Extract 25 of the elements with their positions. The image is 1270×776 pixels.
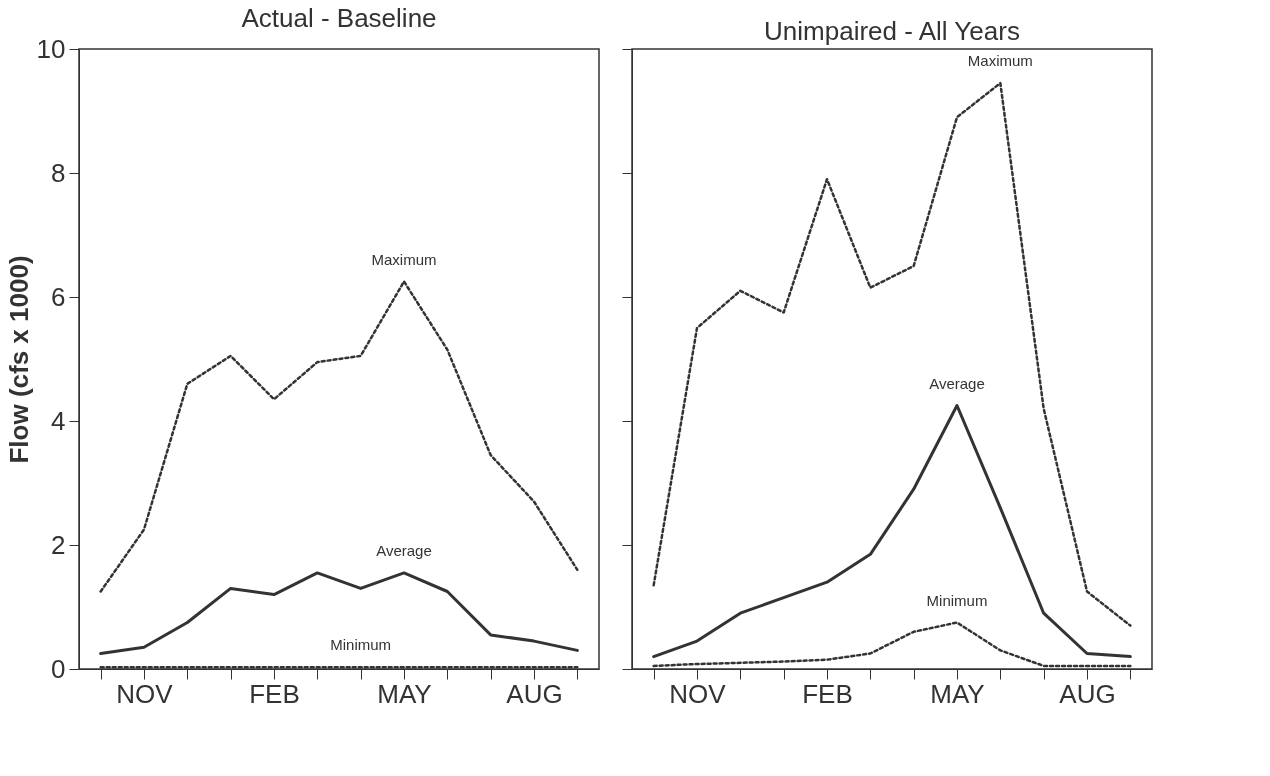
series-label: Minimum (330, 636, 392, 654)
series-label: Average (929, 374, 985, 392)
y-tick-label: 6 (51, 281, 66, 312)
y-tick-label: 2 (51, 529, 66, 560)
x-tick-label: NOV (116, 678, 174, 709)
series-label: Maximum (371, 250, 437, 268)
series-label: Maximum (967, 52, 1033, 70)
y-tick-label: 4 (51, 405, 66, 436)
x-tick-label: FEB (249, 678, 300, 709)
line-series (99, 280, 579, 593)
x-tick-label: MAY (377, 678, 432, 709)
x-tick-label: FEB (802, 678, 853, 709)
y-tick-label: 8 (51, 157, 66, 188)
series-label: Average (376, 541, 432, 559)
x-tick-label: NOV (669, 678, 727, 709)
x-tick-label: AUG (506, 678, 563, 709)
series-label: Minimum (926, 591, 988, 609)
x-tick-label: MAY (930, 678, 985, 709)
y-axis-title: Flow (cfs x 1000) (3, 255, 34, 464)
y-tick-label: 10 (36, 33, 66, 64)
chart-title: Unimpaired - All Years (764, 15, 1020, 46)
y-tick-label: 0 (51, 653, 66, 684)
line-series (99, 571, 579, 655)
chart-title: Actual - Baseline (241, 3, 437, 33)
x-tick-label: AUG (1059, 678, 1116, 709)
